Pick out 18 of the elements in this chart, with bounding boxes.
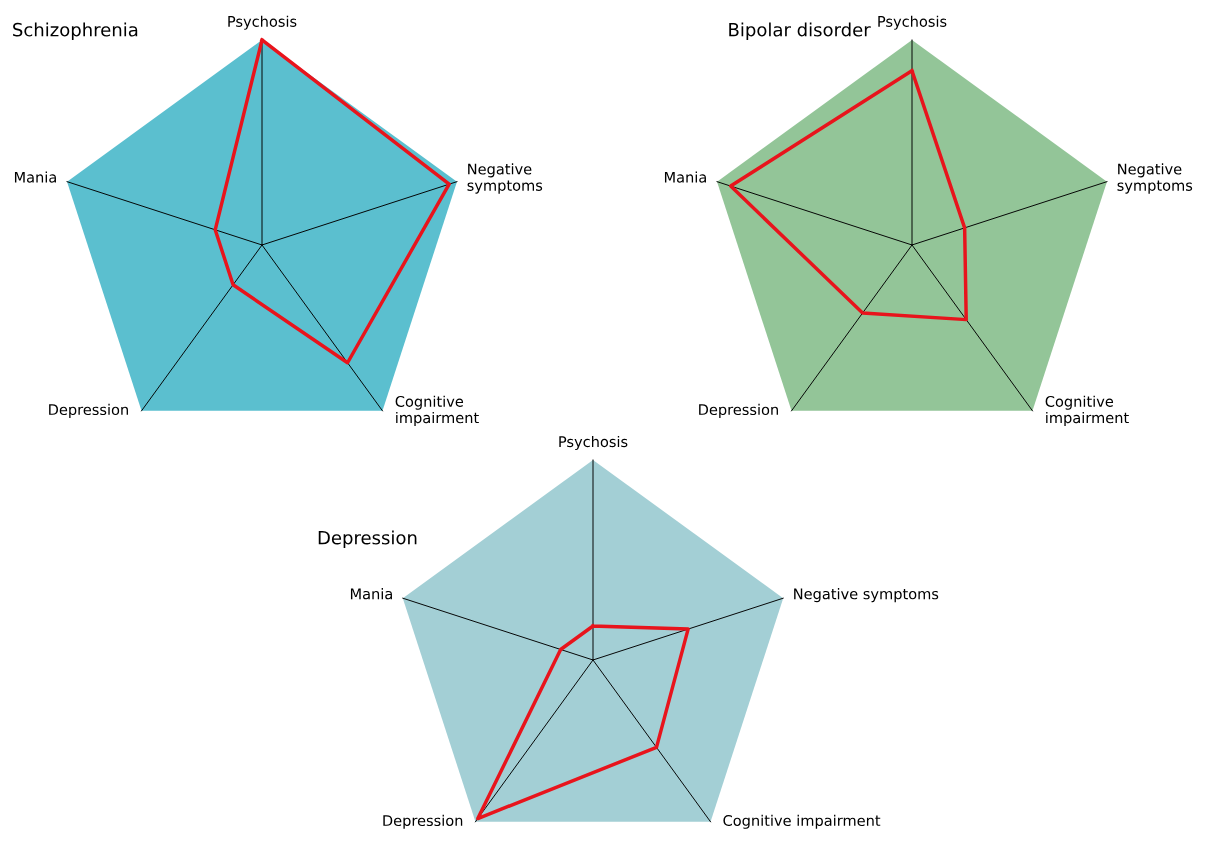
spoke-label: Cognitive impairment [395,395,479,427]
spoke-label: Depression [49,403,128,418]
spoke-label: Cognitive impairment [1045,395,1129,427]
spoke-label: Psychosis [559,435,628,450]
spoke-label: Negative symptoms [467,163,543,194]
spoke-label: Cognitive impairment [723,814,881,829]
spoke-label: Mania [664,171,706,183]
spoke-label: Depression [383,814,463,829]
chart-title: Schizophrenia [13,22,138,40]
chart-title: Bipolar disorder [729,22,871,40]
spoke-label: Psychosis [878,15,947,30]
spoke-label: Psychosis [228,15,297,30]
text: Depression [318,530,417,548]
spoke-label: Negative symptoms [794,588,939,603]
spoke-label: Mania [14,171,56,183]
spoke-label: Negative symptoms [1117,163,1193,194]
spoke-label: Depression [699,403,778,418]
spoke-label: Mania [350,588,392,600]
